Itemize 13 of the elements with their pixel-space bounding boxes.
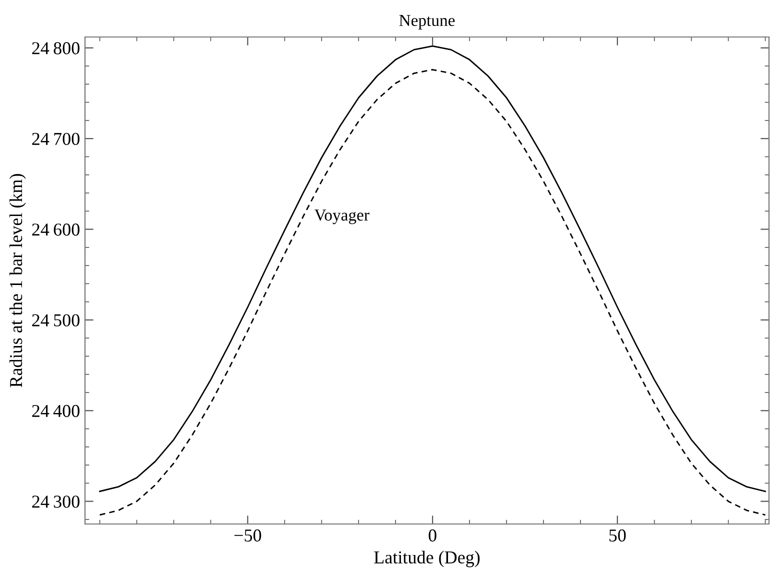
x-tick-label: 50 xyxy=(609,529,626,542)
chart-title: Neptune xyxy=(399,14,455,30)
series-label: Voyager xyxy=(314,210,370,224)
y-tick-label: 24 600 xyxy=(32,224,80,236)
y-tick-label: 24 700 xyxy=(32,132,80,146)
y-tick-label: 24 400 xyxy=(32,404,80,418)
y-tick-label: 24 300 xyxy=(32,496,80,508)
y-tick-label: 24 500 xyxy=(32,314,80,326)
x-tick-label: −50 xyxy=(234,529,262,542)
x-axis-title: Latitude (Deg) xyxy=(374,550,480,568)
y-axis-title: Radius at the 1 bar level (km) xyxy=(9,174,26,388)
x-tick-label: 0 xyxy=(428,529,436,542)
y-tick-label: 24 800 xyxy=(32,42,80,54)
